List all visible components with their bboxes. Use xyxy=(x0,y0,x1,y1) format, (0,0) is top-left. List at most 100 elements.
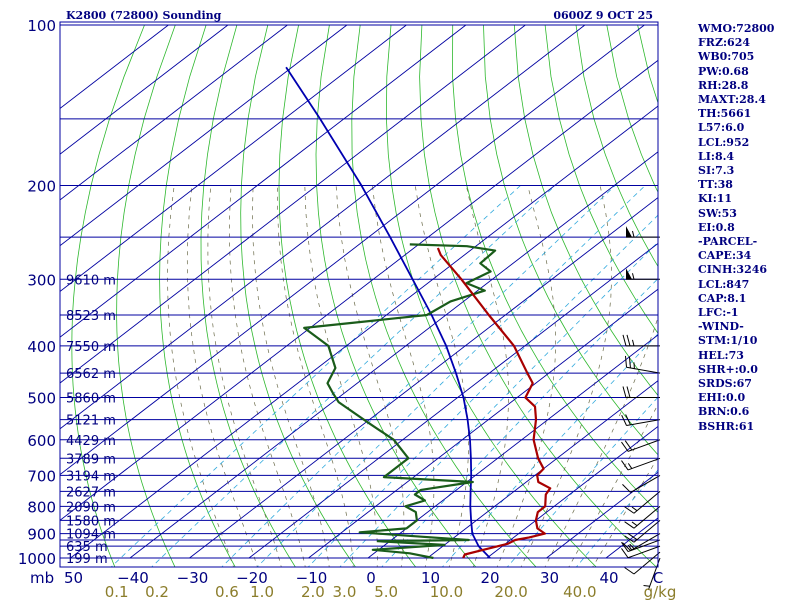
moist-adiabat-line xyxy=(335,185,405,567)
mixing-ratio-label: 3.0 xyxy=(333,583,357,600)
height-label: 5121 m xyxy=(66,414,116,429)
temperature-tick-label: 50 xyxy=(64,569,83,587)
index-line: RH:28.8 xyxy=(698,78,749,92)
isotherm-line xyxy=(60,24,229,155)
index-line: CAP:8.1 xyxy=(698,291,747,305)
index-line: CINH:3246 xyxy=(698,263,768,277)
pressure-tick-label: 300 xyxy=(27,271,56,289)
dry-adiabat-line xyxy=(71,24,145,567)
sounding-indices-panel: WMO:72800 FRZ:624 WB0:705 PW:0.68 RH:28.8 MAX… xyxy=(698,22,798,434)
height-label: 7550 m xyxy=(66,340,116,355)
moist-adiabat-line xyxy=(167,185,234,567)
temperature-tick-label: 0 xyxy=(366,569,376,587)
moist-adiabat-line xyxy=(414,185,469,567)
moist-adiabat-line xyxy=(544,316,658,567)
mixing-ratio-line xyxy=(307,214,658,567)
moist-adiabat-line xyxy=(207,185,282,567)
wind-barb xyxy=(624,519,661,543)
temperature-profile xyxy=(436,247,552,559)
moist-adiabat-line xyxy=(186,185,258,567)
dewpoint-profile xyxy=(303,243,497,560)
index-line: SHR+:0.0 xyxy=(698,362,758,376)
temperature-tick-label: 40 xyxy=(599,569,618,587)
dry-adiabat-line xyxy=(240,24,356,567)
dry-adiabat-line xyxy=(575,24,658,268)
temperature-tick-label: −10 xyxy=(296,569,328,587)
x-axis-unit-label: mb xyxy=(30,569,54,587)
temperature-tick-label: 30 xyxy=(540,569,559,587)
wind-barb xyxy=(621,545,661,559)
wind-barb xyxy=(622,386,660,399)
plot-frame xyxy=(59,21,659,568)
pressure-tick-label: 200 xyxy=(27,177,56,195)
mixing-ratio-line xyxy=(441,333,658,567)
temperature-tick-label: −40 xyxy=(117,569,149,587)
chart-datetime: 0600Z 9 OCT 25 xyxy=(553,9,653,22)
temperature-tick-label: −20 xyxy=(236,569,268,587)
index-line: SRDS:67 xyxy=(698,377,752,391)
isotherm-line xyxy=(60,24,348,247)
dry-adiabat-line xyxy=(159,24,236,567)
moist-adiabat-line xyxy=(229,185,306,567)
mixing-ratio-label: 0.6 xyxy=(215,583,239,600)
height-label: 635 m xyxy=(66,540,108,555)
height-label: 2627 m xyxy=(66,485,116,500)
isotherm-line xyxy=(70,105,658,559)
wind-barb xyxy=(621,414,661,427)
isotherms xyxy=(60,24,658,559)
mixing-ratio-lines xyxy=(110,185,658,567)
isotherm-line xyxy=(60,24,467,338)
dry-adiabat-line xyxy=(483,24,658,456)
mixing-ratio-line xyxy=(151,185,556,567)
mixing-ratio-label: 10.0 xyxy=(430,583,463,600)
height-label: 9610 m xyxy=(66,273,116,288)
moist-adiabat-line xyxy=(372,185,435,567)
index-line: EI:0.8 xyxy=(698,220,735,234)
height-label: 8523 m xyxy=(66,309,116,324)
pressure-tick-label: 500 xyxy=(27,390,56,408)
pressure-tick-label: 400 xyxy=(27,338,56,356)
index-line: HEL:73 xyxy=(698,348,744,362)
profiles xyxy=(285,66,552,560)
isotherm-line xyxy=(60,24,526,384)
dry-adiabat-line xyxy=(544,24,658,334)
pressure-tick-label: 700 xyxy=(27,467,56,485)
moist-adiabat-line xyxy=(592,456,658,567)
isotherm-line xyxy=(60,24,586,430)
dry-adiabat-line xyxy=(200,24,296,567)
wind-barb xyxy=(624,355,661,374)
isotherm-line xyxy=(60,24,645,476)
index-line: BSHR:61 xyxy=(698,419,755,433)
index-line: TT:38 xyxy=(698,178,733,192)
temperature-tick-label: C xyxy=(653,569,663,587)
temperature-tick-label: 20 xyxy=(480,569,499,587)
index-line: SI:7.3 xyxy=(698,164,735,178)
wind-barb xyxy=(621,539,661,553)
index-line: WB0:705 xyxy=(698,50,755,64)
temperature-tick-label: 10 xyxy=(421,569,440,587)
mixing-ratio-label: 2.0 xyxy=(301,583,325,600)
dry-adiabat-line xyxy=(351,24,537,567)
index-line: EHI:0.0 xyxy=(698,391,746,405)
index-line: LCL:952 xyxy=(698,135,750,149)
index-line: CAPE:34 xyxy=(698,249,752,263)
dry-adiabat-line xyxy=(315,24,477,567)
moist-adiabat-line xyxy=(496,185,557,567)
index-line: SW:53 xyxy=(698,206,737,220)
parcel-path xyxy=(285,66,491,559)
temperature-tick-label: −30 xyxy=(177,569,209,587)
height-label: 3194 m xyxy=(66,469,116,484)
mixing-ratio-label: 5.0 xyxy=(374,583,398,600)
wind-barb xyxy=(621,439,661,452)
mixing-ratio-line xyxy=(339,241,658,567)
height-label: 5860 m xyxy=(66,392,116,407)
wind-barbs xyxy=(621,226,661,591)
index-line: FRZ:624 xyxy=(698,36,751,50)
index-line: TH:5661 xyxy=(698,107,752,121)
index-line: L57:6.0 xyxy=(698,121,745,135)
wind-barb xyxy=(621,457,661,471)
isotherm-line xyxy=(367,334,658,559)
